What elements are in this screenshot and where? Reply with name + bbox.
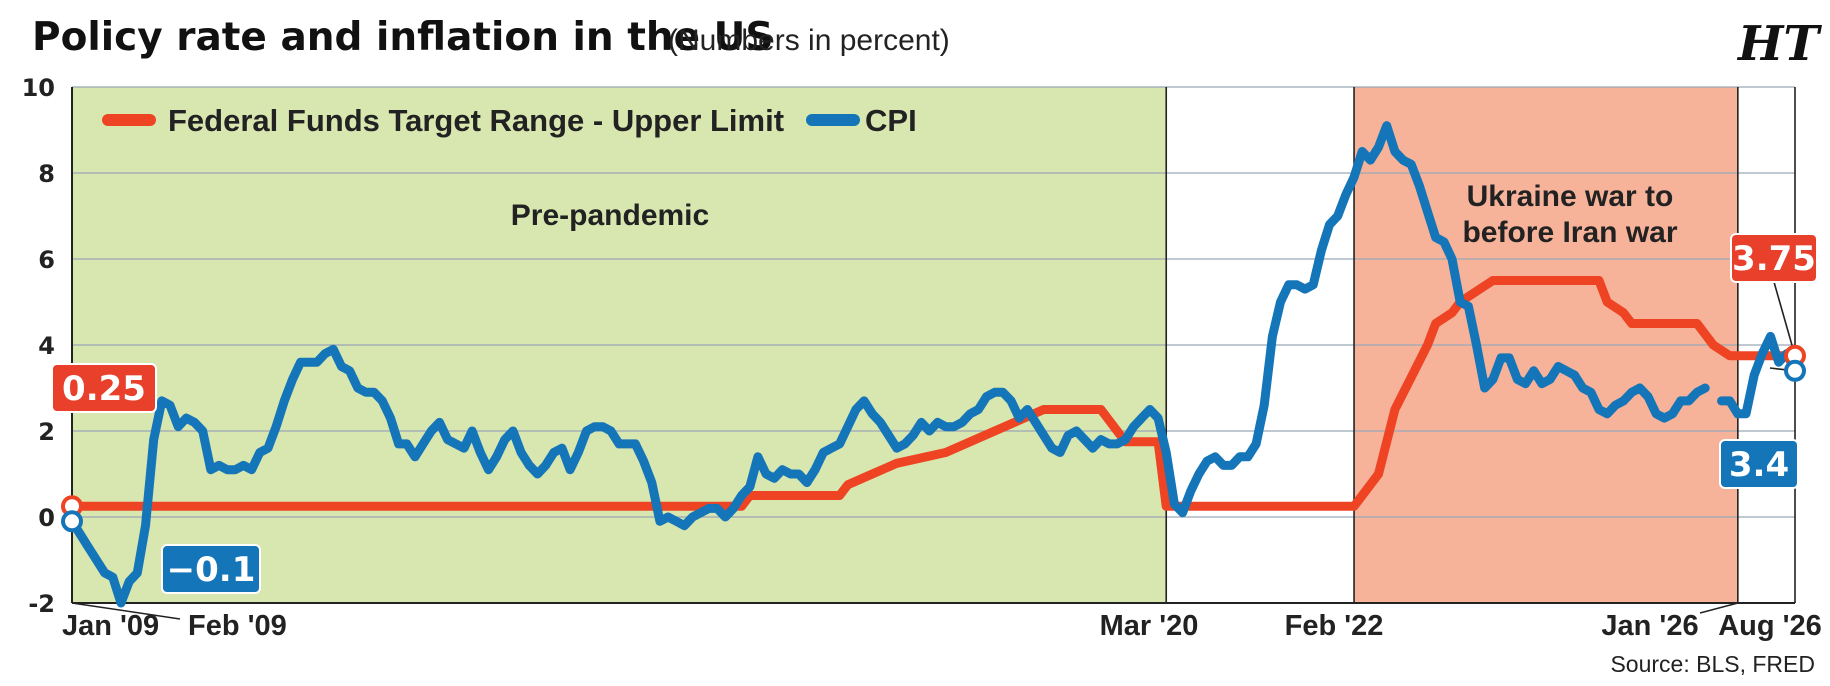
callout-box bbox=[161, 544, 261, 594]
x-tick-label: Feb '22 bbox=[1285, 610, 1384, 642]
x-axis-ticks: Jan '09 Feb '09 Mar '20 Feb '22 Jan '26 Aug '… bbox=[62, 602, 1822, 642]
y-tick-label: 6 bbox=[38, 246, 55, 274]
legend: Federal Funds Target Range - Upper Limit… bbox=[102, 103, 917, 138]
callouts: 0.25 −0.1 3.75 3.4 bbox=[51, 233, 1818, 594]
chart-title: Policy rate and inflation in the US bbox=[32, 15, 773, 60]
callout-label: 3.75 bbox=[1732, 239, 1816, 279]
x-tick-label: Aug '26 bbox=[1718, 610, 1822, 642]
legend-fed-funds-label: Federal Funds Target Range - Upper Limit bbox=[168, 103, 784, 138]
callout-marker bbox=[1784, 359, 1806, 382]
region-label-pre-pandemic: Pre-pandemic bbox=[511, 199, 709, 232]
cpi-line bbox=[67, 121, 1800, 608]
region-label-ukraine: Ukraine war to bbox=[1467, 180, 1674, 213]
x-tick-label: Feb '09 bbox=[188, 610, 287, 642]
x-tick-pointer bbox=[1699, 602, 1739, 614]
publisher-logo: HT bbox=[1736, 16, 1822, 72]
y-tick-label: 4 bbox=[38, 332, 55, 360]
series-lines bbox=[67, 121, 1800, 608]
x-tick-pointer bbox=[71, 602, 181, 620]
y-tick-label: 0 bbox=[38, 504, 55, 532]
fed-funds-line bbox=[67, 276, 1800, 511]
callout-leader bbox=[1773, 281, 1796, 356]
y-axis-ticks: -2 0 2 4 6 8 10 bbox=[22, 74, 55, 618]
legend-cpi-label: CPI bbox=[865, 103, 917, 138]
callout-label: −0.1 bbox=[167, 550, 256, 590]
region-label-ukraine: before Iran war bbox=[1462, 216, 1677, 249]
y-tick-label: 8 bbox=[38, 160, 55, 188]
y-tick-label: 2 bbox=[38, 418, 55, 446]
y-tick-label: -2 bbox=[28, 590, 55, 618]
y-tick-label: 10 bbox=[22, 74, 55, 102]
callout-box bbox=[1719, 439, 1799, 489]
chart-subtitle: (Numbers in percent) bbox=[668, 24, 950, 57]
x-tick-label: Jan '26 bbox=[1601, 610, 1698, 642]
callout-label: 3.4 bbox=[1729, 445, 1789, 485]
callout-box bbox=[1730, 233, 1818, 283]
source-note: Source: BLS, FRED bbox=[1610, 651, 1815, 677]
callout-box bbox=[51, 363, 157, 413]
x-tick-label: Jan '09 bbox=[62, 610, 159, 642]
callout-label: 0.25 bbox=[62, 369, 146, 409]
x-tick-label: Mar '20 bbox=[1100, 610, 1199, 642]
callout-marker bbox=[61, 510, 83, 533]
